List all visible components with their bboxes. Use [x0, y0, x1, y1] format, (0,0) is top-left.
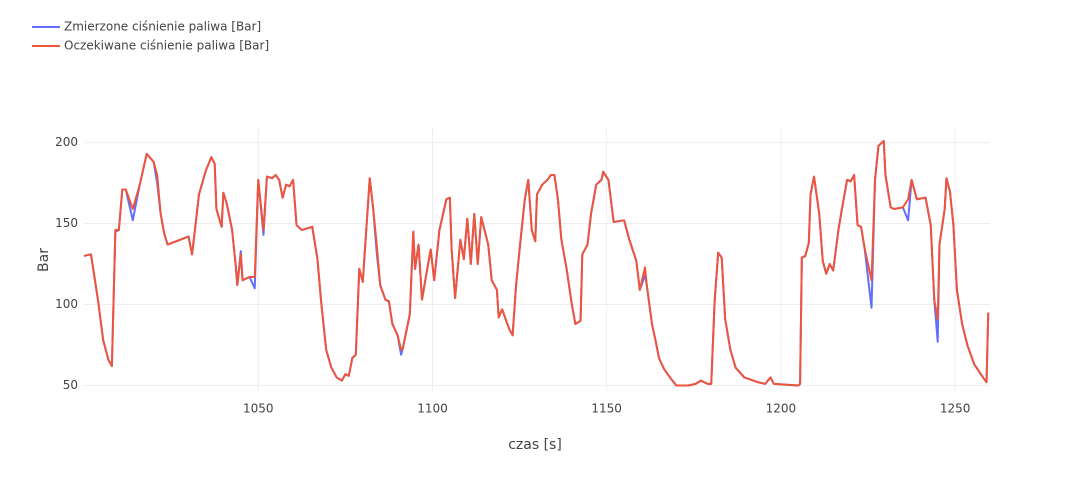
- x-axis-title: czas [s]: [508, 437, 562, 453]
- x-tick-label: 1250: [940, 402, 971, 416]
- y-tick-label: 150: [55, 216, 78, 230]
- y-tick-label: 200: [55, 135, 78, 149]
- y-tick-label: 100: [55, 297, 78, 311]
- legend-label: Zmierzone ciśnienie paliwa [Bar]: [64, 20, 261, 34]
- y-axis-title: Bar: [36, 248, 52, 272]
- legend-label: Oczekiwane ciśnienie paliwa [Bar]: [64, 39, 269, 53]
- x-tick-label: 1100: [417, 402, 448, 416]
- data-line: [83, 139, 990, 387]
- x-tick-label: 1050: [243, 402, 274, 416]
- x-tick-label: 1150: [591, 402, 622, 416]
- y-tick-label: 50: [63, 378, 78, 392]
- x-tick-label: 1200: [766, 402, 797, 416]
